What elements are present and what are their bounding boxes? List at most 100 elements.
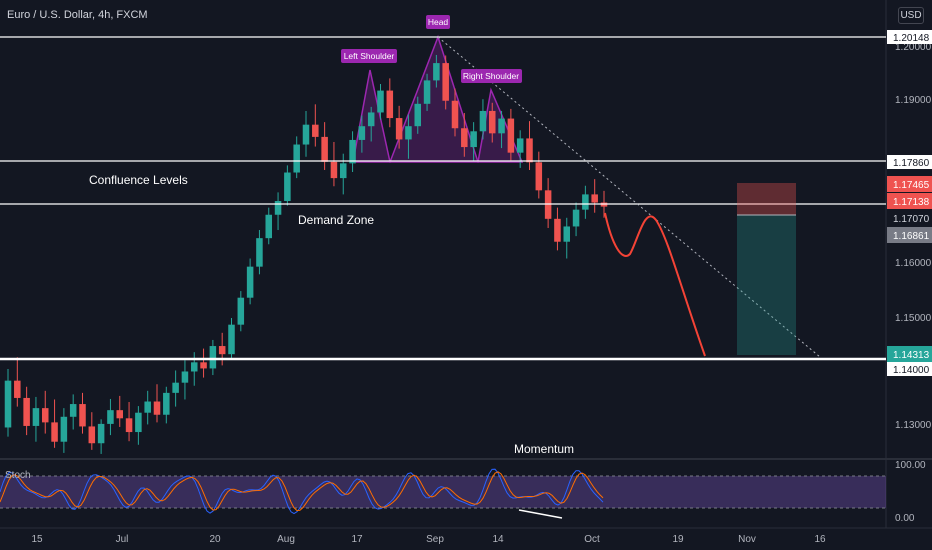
candle-body[interactable] — [172, 382, 179, 393]
candle-body[interactable] — [321, 136, 328, 162]
oscillator-pane[interactable] — [0, 460, 886, 528]
price-tick-1.16000: 1.16000 — [895, 258, 932, 269]
badge-1.17465: 1.17465 — [893, 180, 930, 191]
candle-body[interactable] — [423, 80, 431, 104]
candle-body[interactable] — [526, 138, 533, 163]
candle-body[interactable] — [293, 144, 300, 173]
candle-body[interactable] — [153, 401, 161, 415]
candle-body[interactable] — [135, 412, 142, 433]
candle-body[interactable] — [516, 138, 524, 153]
right-shoulder-tag-text: Right Shoulder — [463, 71, 519, 81]
stoch-tick-100: 100.00 — [895, 460, 926, 471]
candle-body[interactable] — [116, 410, 124, 419]
candle-body[interactable] — [51, 422, 58, 442]
candle-body[interactable] — [498, 118, 505, 134]
badge-1.16861: 1.16861 — [893, 231, 930, 242]
candle-body[interactable] — [479, 110, 487, 132]
candle-body[interactable] — [461, 128, 468, 148]
candle-body[interactable] — [41, 408, 49, 423]
candle-body[interactable] — [554, 218, 561, 242]
stoch-d-line — [0, 471, 604, 512]
candle-body[interactable] — [535, 162, 543, 191]
candle-body[interactable] — [209, 346, 217, 369]
candle-body[interactable] — [451, 100, 459, 129]
candle-body[interactable] — [442, 63, 449, 101]
time-axis[interactable]: 15 Jul 20 Aug 17 Sep 14 Oct 19 Nov 16 — [31, 534, 826, 545]
stochastic-indicator[interactable]: Stoch 100.00 0.00 — [0, 460, 926, 524]
stoch-band — [0, 476, 886, 508]
candle-body[interactable] — [358, 126, 366, 140]
candle-body[interactable] — [97, 423, 105, 444]
stoch-label: Stoch — [5, 470, 31, 481]
head-triangle[interactable] — [388, 34, 480, 163]
candle-body[interactable] — [488, 110, 496, 134]
candle-body[interactable] — [386, 90, 394, 119]
support-resistance-levels[interactable] — [0, 36, 886, 361]
candle-body[interactable] — [582, 194, 589, 210]
badge-1.17465-bg — [887, 176, 932, 192]
candle-body[interactable] — [377, 90, 384, 113]
badge-1.20148: 1.20148 — [893, 33, 930, 44]
price-tick-1.20000: 1.20000 — [895, 42, 932, 53]
price-label-badges[interactable]: 1.20148 1.17860 1.17465 1.17138 1.17070 … — [887, 30, 932, 376]
candle-body[interactable] — [228, 324, 235, 355]
badge-1.17138-bg — [887, 193, 932, 209]
candle-body[interactable] — [367, 112, 375, 127]
badge-1.14000-bg — [887, 362, 932, 376]
stop-loss-zone[interactable] — [737, 183, 796, 215]
candle-body[interactable] — [246, 266, 254, 298]
candle-body[interactable] — [163, 392, 170, 415]
candle-body[interactable] — [507, 118, 515, 153]
candle-body[interactable] — [200, 362, 207, 369]
candle-body[interactable] — [591, 194, 598, 203]
currency-button[interactable]: USD — [898, 7, 924, 24]
candle-body[interactable] — [14, 380, 21, 398]
candle-body[interactable] — [572, 209, 580, 227]
candlestick-series[interactable] — [4, 54, 608, 454]
badge-1.17860-bg — [887, 155, 932, 169]
candle-body[interactable] — [470, 131, 477, 148]
candle-body[interactable] — [88, 426, 96, 444]
time-tick-14: 14 — [492, 534, 504, 545]
candle-body[interactable] — [218, 346, 226, 355]
candle-body[interactable] — [405, 126, 412, 140]
short-position-tool[interactable] — [737, 183, 796, 355]
candle-body[interactable] — [395, 118, 403, 140]
candle-body[interactable] — [181, 371, 189, 383]
candle-body[interactable] — [274, 201, 282, 215]
candle-body[interactable] — [144, 401, 151, 413]
candle-body[interactable] — [237, 297, 245, 325]
candle-body[interactable] — [433, 63, 440, 81]
time-tick-jul: Jul — [116, 534, 129, 545]
candle-body[interactable] — [349, 139, 356, 164]
candle-body[interactable] — [339, 163, 347, 179]
candle-body[interactable] — [312, 124, 319, 137]
candle-body[interactable] — [414, 103, 422, 127]
candle-body[interactable] — [265, 214, 273, 239]
candle-body[interactable] — [107, 410, 114, 424]
time-tick-19: 19 — [672, 534, 684, 545]
right-shoulder-tag[interactable]: Right Shoulder — [461, 69, 522, 83]
head-tag[interactable]: Head — [426, 15, 450, 29]
candle-body[interactable] — [32, 408, 40, 426]
candle-body[interactable] — [563, 226, 571, 242]
descending-trendline[interactable] — [437, 36, 821, 358]
stoch-tick-0: 0.00 — [895, 513, 915, 524]
projected-price-path[interactable] — [604, 212, 706, 357]
candle-body[interactable] — [69, 404, 77, 417]
candle-body[interactable] — [302, 124, 310, 145]
candle-body[interactable] — [23, 397, 30, 426]
candle-body[interactable] — [125, 418, 133, 433]
candle-body[interactable] — [190, 362, 198, 372]
candle-body[interactable] — [330, 161, 338, 179]
candle-body[interactable] — [4, 380, 12, 428]
take-profit-zone[interactable] — [737, 215, 796, 355]
candle-body[interactable] — [256, 238, 263, 267]
divergence-line[interactable] — [518, 509, 563, 519]
left-shoulder-tag[interactable]: Left Shoulder — [341, 49, 397, 63]
candle-body[interactable] — [79, 404, 86, 427]
right-shoulder-tag-bg — [461, 69, 522, 83]
candle-body[interactable] — [284, 172, 291, 202]
candle-body[interactable] — [60, 416, 68, 442]
